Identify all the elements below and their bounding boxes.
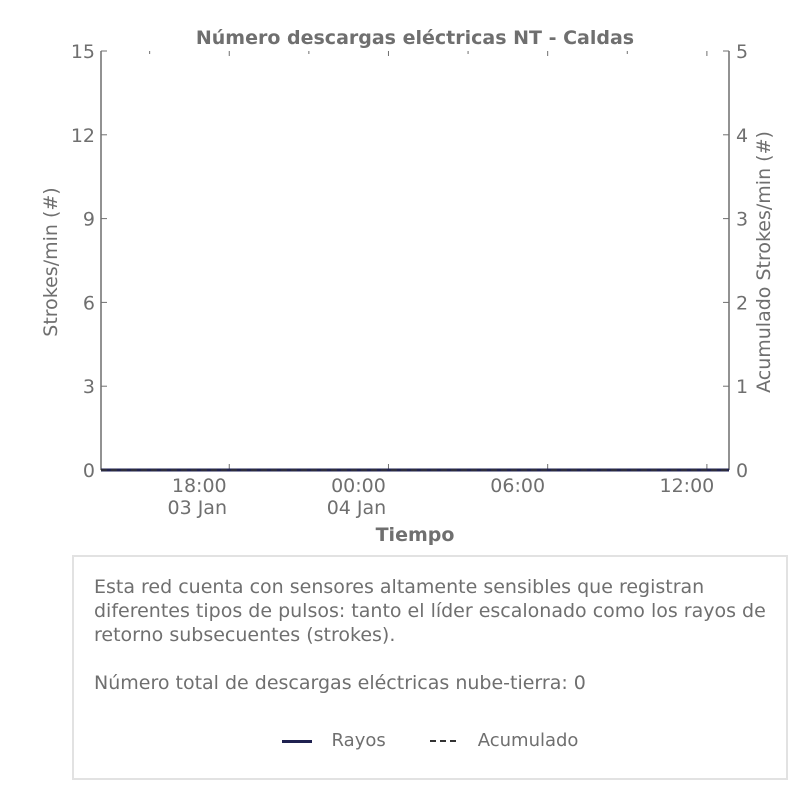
y-tick-label-left-3: 9 [83,209,95,231]
x-tick-sublabel-0: 03 Jan [167,497,227,519]
info-panel: Esta red cuenta con sensores altamente s… [72,555,788,780]
y-tick-label-right-5: 5 [736,41,748,63]
chart-title: Número descargas eléctricas NT - Caldas [196,27,634,49]
y-tick-label-left-5: 15 [71,41,95,63]
y-tick-label-right-0: 0 [736,460,748,482]
x-tick-label-3: 12:00 [660,475,715,497]
legend-item-acumulado: Acumulado [429,729,579,753]
y-tick-label-right-4: 4 [736,125,748,147]
legend-swatch-acumulado [429,740,456,742]
y-tick-label-left-1: 3 [83,376,95,398]
chart-legend: Rayos Acumulado [74,729,786,753]
info-total-strokes: Número total de descargas eléctricas nub… [94,672,586,694]
y-tick-label-left-4: 12 [71,125,95,147]
x-tick-label-2: 06:00 [490,475,545,497]
y-tick-label-right-1: 1 [736,376,748,398]
x-tick-label-1: 00:00 [331,475,386,497]
x-tick-label-0: 18:00 [172,475,227,497]
lightning-chart: Número descargas eléctricas NT - Caldas … [40,27,775,546]
x-tick-sublabel-1: 04 Jan [327,497,387,519]
y-axis-label-left: Strokes/min (#) [40,187,62,336]
y-axis-label-right: Acumulado Strokes/min (#) [753,131,775,393]
y-tick-label-right-2: 2 [736,292,748,314]
legend-label-acumulado: Acumulado [477,730,579,751]
legend-label-rayos: Rayos [331,730,386,751]
y-tick-label-right-3: 3 [736,209,748,231]
info-description: Esta red cuenta con sensores altamente s… [94,576,766,646]
x-axis-label: Tiempo [376,524,455,546]
y-tick-label-left-2: 6 [83,292,95,314]
legend-item-rayos: Rayos [281,729,386,753]
legend-swatch-rayos [281,739,312,743]
y-tick-label-left-0: 0 [83,460,95,482]
